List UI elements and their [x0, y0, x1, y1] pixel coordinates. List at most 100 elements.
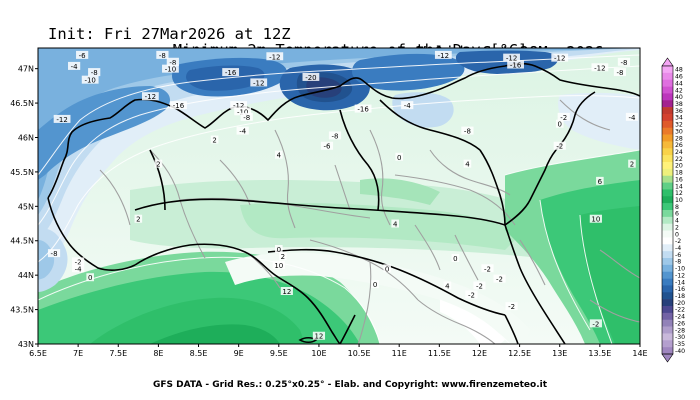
contour-label: -8	[243, 114, 250, 122]
colorbar-min-arrow	[661, 353, 674, 363]
colorbar-swatch	[662, 278, 673, 286]
lat-tick-label: 45N	[18, 202, 34, 211]
contour-label-bg	[625, 112, 639, 121]
contour-label-bg	[395, 152, 403, 161]
contour-label-bg	[596, 176, 604, 185]
contour-label: -12	[554, 55, 565, 63]
regional-border	[429, 149, 511, 196]
contour-label: -8	[169, 59, 176, 67]
colorbar-swatch	[662, 162, 673, 170]
contour-label-bg	[401, 101, 414, 110]
colorbar-swatch	[662, 93, 673, 101]
contour-label: -20	[305, 74, 316, 82]
contour-label-bg	[53, 114, 71, 123]
contour-label: -2	[508, 303, 515, 311]
contour-label: -4	[75, 265, 83, 273]
contour-label: 2	[136, 216, 140, 224]
colorbar-swatch	[662, 127, 673, 135]
contour-label-bg	[72, 264, 85, 273]
contour-label: -6	[323, 143, 331, 151]
contour-label: -2	[560, 114, 567, 122]
border-tuscany-east	[504, 314, 519, 344]
contour-label: -10	[84, 77, 95, 85]
colorbar-label: 32	[675, 122, 683, 129]
contour-label: -2	[468, 291, 475, 299]
contour-label-bg	[555, 119, 564, 128]
field-dolomites-minus14	[352, 53, 465, 91]
colorbar-swatch	[662, 134, 673, 142]
contour-label-bg	[81, 75, 99, 84]
contour-label-bg	[312, 331, 326, 340]
regional-border	[357, 261, 372, 344]
regional-border	[599, 249, 640, 279]
colorbar-label: 4	[675, 218, 679, 225]
contour-label: 10	[591, 216, 600, 224]
contour-label: 2	[630, 161, 634, 169]
map-frame	[37, 47, 641, 345]
contour-label: -10	[237, 108, 248, 116]
contour-label-bg	[505, 302, 518, 311]
colorbar-swatch	[662, 72, 673, 81]
colorbar-label: -26	[675, 320, 685, 327]
colorbar-label: -20	[675, 300, 685, 307]
contour-label-bg	[451, 253, 460, 262]
contour-label: 10	[274, 262, 283, 270]
coastline-tuscany	[339, 314, 356, 344]
colorbar-label: 0	[675, 231, 679, 238]
contour-label: -12	[438, 52, 449, 60]
contour-label: -12	[233, 102, 244, 110]
border-po	[134, 198, 506, 226]
country-borders	[47, 62, 640, 344]
colorbar-label: 30	[675, 128, 683, 135]
colorbar-label: -18	[675, 293, 685, 300]
lat-tick-label: 46.5N	[10, 99, 34, 108]
colorbar-label: -40	[675, 348, 685, 355]
contour-label-bg	[279, 251, 287, 260]
border-east	[555, 91, 596, 151]
lon-tick-label: 7E	[73, 349, 83, 358]
colorbar-label: 48	[675, 67, 683, 74]
contour-label: -4	[628, 114, 636, 122]
colorbar-swatch	[662, 258, 673, 266]
contour-label: -16	[510, 62, 522, 70]
contour-label-bg	[275, 150, 283, 159]
lat-tick-label: 46N	[18, 133, 34, 142]
contour-label-bg	[236, 126, 249, 135]
regional-border	[454, 234, 479, 281]
contour-label: -12	[269, 53, 280, 61]
contour-label-bg	[76, 50, 89, 59]
contour-label: 0	[277, 246, 281, 254]
temperature-field	[38, 48, 640, 344]
colorbar-label: -10	[675, 266, 685, 273]
contour-label: 12	[282, 288, 291, 296]
colorbar-swatch	[662, 196, 673, 204]
field-ligurian-14	[150, 324, 280, 344]
colorbar-swatch	[662, 155, 673, 163]
colorbar-swatch	[662, 223, 673, 231]
contour-line	[38, 256, 381, 344]
contour-label: -16	[173, 102, 185, 110]
colorbar-label: -16	[675, 286, 685, 293]
contour-label: -4	[239, 128, 247, 136]
contour-label: -16	[225, 69, 237, 77]
contour-label: -2	[75, 258, 82, 266]
colorbar-label: 12	[675, 190, 683, 197]
lon-tick-label: 14E	[632, 349, 647, 358]
field-ossola-minus12	[38, 86, 170, 180]
colorbar-swatch	[662, 244, 673, 252]
lon-tick-label: 13.5E	[588, 349, 611, 358]
regional-border	[309, 239, 419, 301]
colorbar-label: 20	[675, 163, 683, 170]
contour-label-bg	[72, 257, 85, 266]
lon-tick-label: 11.5E	[428, 349, 451, 358]
regional-border	[99, 169, 131, 226]
contour-label-bg	[391, 219, 399, 228]
colorbar-swatch	[662, 264, 673, 273]
colorbar-swatch	[662, 271, 673, 279]
contour-label: -8	[464, 128, 471, 136]
contour-line	[38, 95, 640, 263]
contour-label: -8	[159, 52, 166, 60]
contour-label: -12	[56, 116, 67, 124]
